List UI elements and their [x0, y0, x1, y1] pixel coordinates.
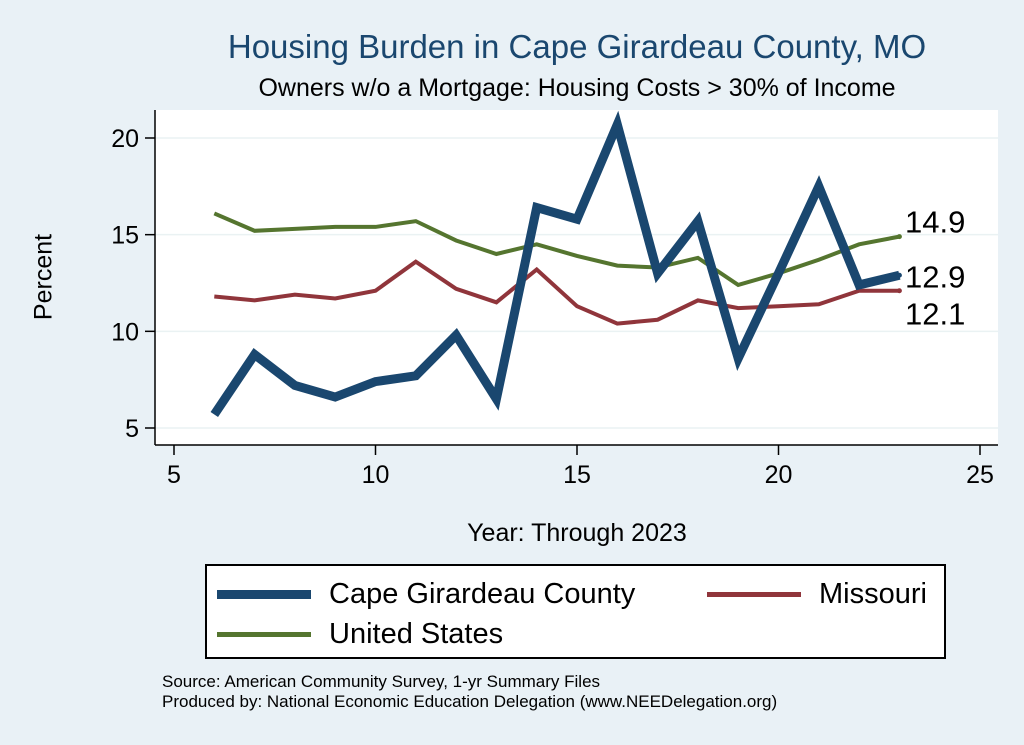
end-label-cape-girardeau-county: 12.9 [905, 259, 965, 294]
line-chart: 5 10 15 20 5 10 15 20 25 12.912.1 14.9 [111, 110, 998, 489]
series-endpoint-missouri [896, 288, 902, 294]
y-tick-label-15: 15 [111, 222, 139, 250]
legend-label-united-states: United States [329, 618, 504, 650]
legend-label-cape-girardeau: Cape Girardeau County [329, 578, 636, 610]
legend-swatch-united-states [217, 632, 311, 637]
source-note: Source: American Community Survey, 1-yr … [162, 672, 777, 712]
produced-by-line: Produced by: National Economic Education… [162, 692, 778, 711]
legend-label-missouri: Missouri [819, 578, 927, 610]
source-line: Source: American Community Survey, 1-yr … [162, 672, 601, 691]
legend-item-cape-girardeau: Cape Girardeau County [217, 578, 635, 611]
legend-item-united-states: United States [217, 618, 503, 651]
x-tick-label-20: 20 [765, 461, 793, 489]
y-tick-label-20: 20 [111, 125, 139, 153]
end-label-united-states: 14.9 [905, 205, 965, 240]
series-line-cape-girardeau-county [210, 110, 901, 417]
x-tick-label-25: 25 [966, 461, 994, 489]
y-axis-label: Percent [29, 233, 58, 321]
x-axis-label: Year: Through 2023 [467, 519, 687, 547]
chart-subtitle: Owners w/o a Mortgage: Housing Costs > 3… [258, 74, 896, 102]
y-tick-label-10: 10 [111, 318, 139, 346]
legend-swatch-cape-girardeau [217, 590, 311, 599]
y-tick-label-5: 5 [125, 415, 139, 443]
series-line-united-states [213, 211, 900, 288]
x-tick-label-15: 15 [563, 461, 591, 489]
series-endpoint-cape-girardeau-county [896, 272, 902, 278]
legend-item-missouri: Missouri [707, 578, 927, 611]
legend: Cape Girardeau County Missouri United St… [205, 564, 946, 659]
series-line-missouri [214, 259, 900, 326]
end-label-missouri: 12.1 [905, 297, 965, 332]
x-tick-label-10: 10 [362, 461, 390, 489]
legend-swatch-missouri [707, 592, 801, 597]
x-tick-label-5: 5 [167, 461, 181, 489]
chart-title: Housing Burden in Cape Girardeau County,… [227, 28, 927, 65]
series-endpoint-united-states [896, 234, 902, 240]
